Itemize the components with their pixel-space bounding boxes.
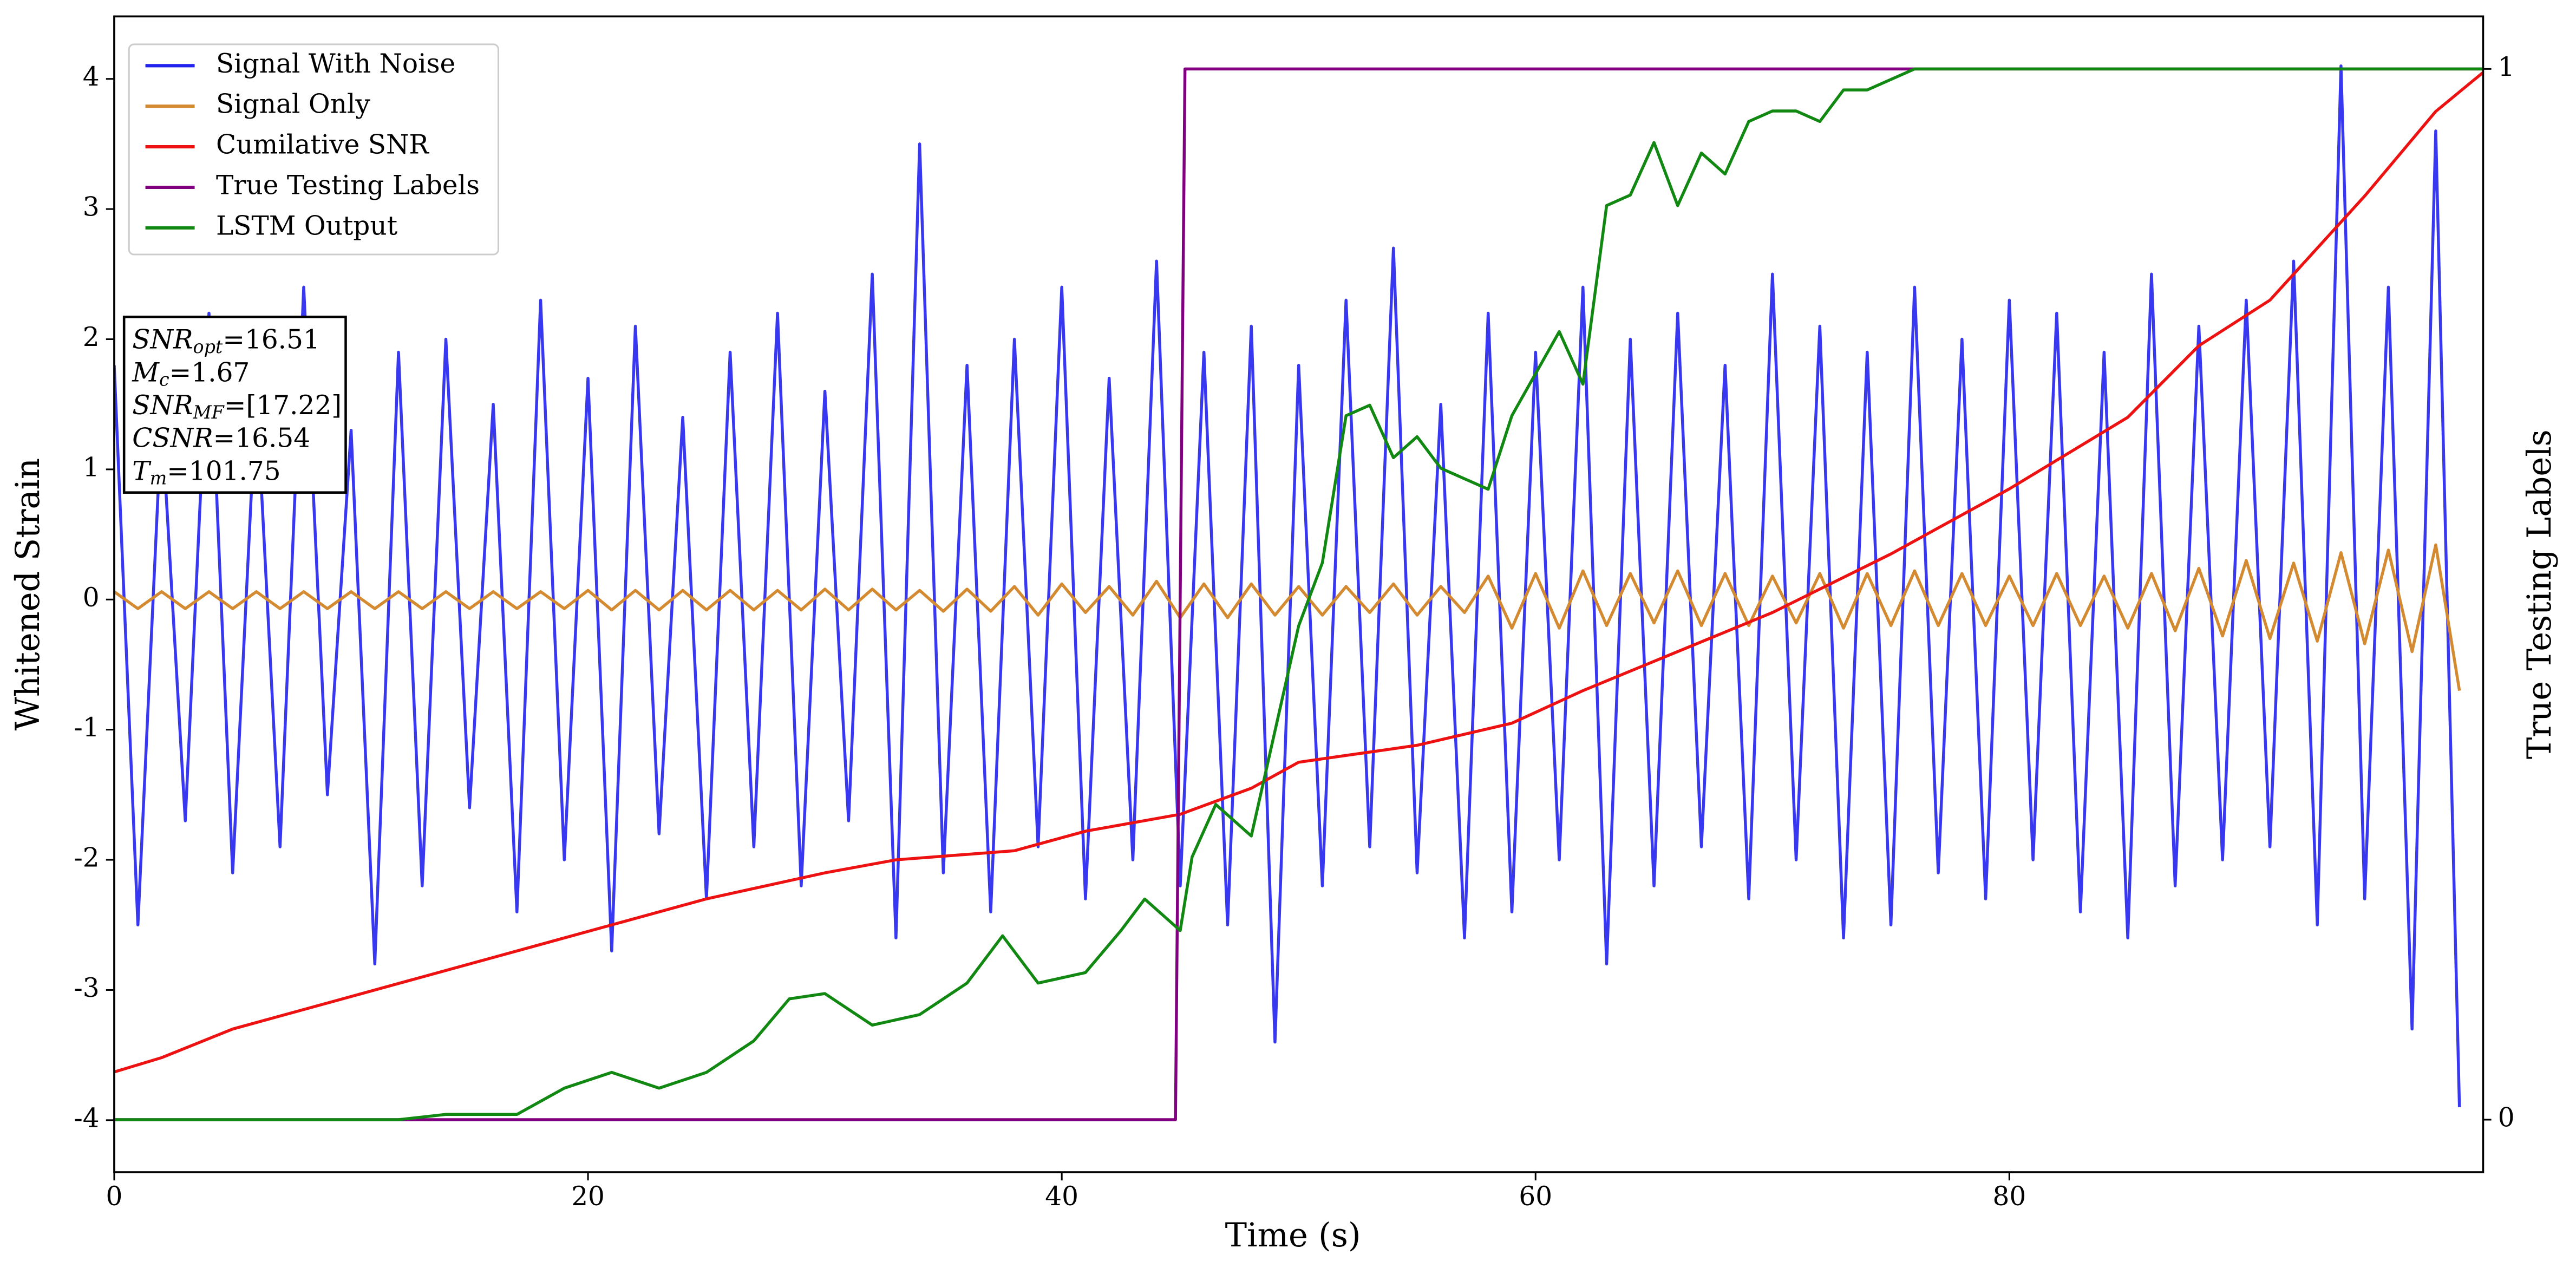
x-axis-label: Time (s) xyxy=(1225,1217,1361,1255)
legend-label: Signal With Noise xyxy=(216,49,455,79)
legend-box xyxy=(128,43,500,256)
annotation-subscript: c xyxy=(159,369,169,390)
y2-tick-label: 0 xyxy=(2498,1102,2515,1133)
annotation-line: Tm=101.75 xyxy=(132,456,280,489)
series-line xyxy=(114,543,2461,691)
y-tick-label: 4 xyxy=(83,62,100,92)
legend-label: Signal Only xyxy=(216,89,370,120)
annotation-symbol: M xyxy=(132,357,160,388)
annotation-value: =101.75 xyxy=(167,456,280,486)
annotation-box xyxy=(122,315,347,494)
y-tick-label: -4 xyxy=(74,1103,99,1133)
x-tick-label: 40 xyxy=(1045,1181,1078,1212)
series-line xyxy=(114,67,2483,1121)
annotation-line: CSNR=16.54 xyxy=(132,423,310,453)
y-tick-label: 0 xyxy=(83,583,100,613)
annotation-symbol: SNR xyxy=(132,390,193,420)
annotation-value: =16.54 xyxy=(213,423,310,453)
y-tick-label: 1 xyxy=(83,452,100,482)
series-line xyxy=(114,71,2483,1074)
annotation-subscript: MF xyxy=(193,402,225,423)
y2-tick-label: 1 xyxy=(2498,52,2515,82)
x-tick-label: 0 xyxy=(106,1181,123,1212)
legend-label: True Testing Labels xyxy=(216,170,480,200)
annotation-symbol: CSNR xyxy=(132,423,213,453)
legend-label: LSTM Output xyxy=(216,211,398,241)
y-tick-label: -2 xyxy=(74,843,99,873)
annotation-value: =16.51 xyxy=(223,324,319,355)
y-tick-label: 2 xyxy=(83,322,100,352)
x-tick-label: 80 xyxy=(1992,1181,2026,1212)
y-axis-label: Whitened Strain xyxy=(9,458,47,730)
annotation-symbol: T xyxy=(132,456,152,486)
x-tick-label: 20 xyxy=(571,1181,605,1212)
x-tick-label: 60 xyxy=(1519,1181,1552,1212)
legend-label: Cumilative SNR xyxy=(216,130,429,160)
y-tick-label: 3 xyxy=(83,192,100,223)
series-line xyxy=(114,67,2483,1121)
series-line xyxy=(114,64,2461,1107)
annotation-line: SNRopt=16.51 xyxy=(132,324,320,357)
annotation-subscript: opt xyxy=(193,336,223,357)
y-tick-label: -1 xyxy=(74,713,99,743)
annotation-line: SNRMF=[17.22] xyxy=(132,390,342,423)
annotation-symbol: SNR xyxy=(132,324,193,355)
annotation-value: =1.67 xyxy=(169,357,250,388)
annotation-line: Mc=1.67 xyxy=(132,357,250,390)
annotation-subscript: m xyxy=(150,467,167,488)
y2-axis-label: True Testing Labels xyxy=(2521,429,2559,759)
annotation-value: =[17.22] xyxy=(224,390,342,420)
plot-frame xyxy=(113,15,2485,1173)
y-tick-label: -3 xyxy=(74,973,99,1003)
